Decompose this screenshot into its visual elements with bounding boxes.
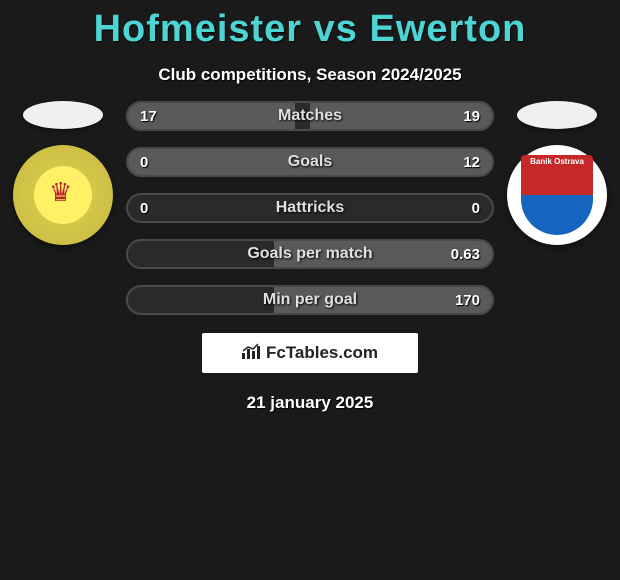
stat-label: Matches	[128, 107, 492, 125]
comparison-main: 17 Matches 19 0 Goals 12 0 Hattricks 0 G…	[0, 101, 620, 315]
comparison-date: 21 january 2025	[0, 393, 620, 413]
player-right-column: Banik Ostrava	[502, 101, 612, 245]
stat-row-goals: 0 Goals 12	[126, 147, 494, 177]
shield-bottom	[521, 195, 593, 235]
comparison-subtitle: Club competitions, Season 2024/2025	[0, 65, 620, 85]
stat-row-gpm: Goals per match 0.63	[126, 239, 494, 269]
player-left-column	[8, 101, 118, 245]
stat-right-value: 170	[450, 292, 480, 309]
stat-row-hattricks: 0 Hattricks 0	[126, 193, 494, 223]
branding-text: FcTables.com	[266, 343, 378, 363]
crown-icon	[46, 183, 80, 207]
stat-right-value: 19	[450, 108, 480, 125]
stat-row-matches: 17 Matches 19	[126, 101, 494, 131]
stat-row-mpg: Min per goal 170	[126, 285, 494, 315]
club-badge-right: Banik Ostrava	[507, 145, 607, 245]
comparison-title: Hofmeister vs Ewerton	[0, 0, 620, 51]
stats-column: 17 Matches 19 0 Goals 12 0 Hattricks 0 G…	[126, 101, 494, 315]
stat-right-value: 0	[450, 200, 480, 217]
shield-icon: Banik Ostrava	[521, 155, 593, 235]
chart-icon	[242, 343, 262, 364]
shield-text: Banik Ostrava	[521, 157, 593, 166]
stat-label: Goals per match	[128, 245, 492, 263]
flag-right	[517, 101, 597, 129]
stat-label: Min per goal	[128, 291, 492, 309]
stat-right-value: 0.63	[450, 246, 480, 263]
flag-left	[23, 101, 103, 129]
stat-label: Goals	[128, 153, 492, 171]
club-badge-left	[13, 145, 113, 245]
branding-box[interactable]: FcTables.com	[202, 333, 418, 373]
stat-right-value: 12	[450, 154, 480, 171]
stat-label: Hattricks	[128, 199, 492, 217]
badge-inner	[34, 166, 92, 224]
